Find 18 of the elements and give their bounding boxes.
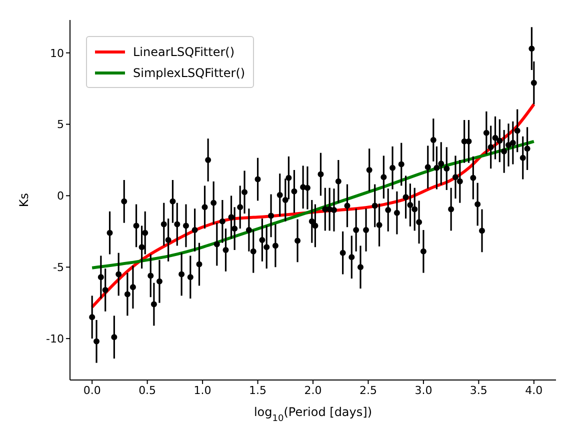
x-axis-title: log$_{10}$(Period [days]) bbox=[254, 405, 372, 424]
y-tick-label: 5 bbox=[57, 118, 64, 132]
x-tick-label: 1.5 bbox=[249, 384, 267, 397]
x-tick-label: 0.0 bbox=[83, 384, 101, 397]
y-axis-title: Ks bbox=[17, 192, 31, 208]
x-tick-label: 3.5 bbox=[470, 384, 488, 397]
x-tick-label: 2.5 bbox=[359, 384, 377, 397]
y-tick-label: 0 bbox=[57, 190, 64, 203]
x-tick-label: 0.5 bbox=[138, 384, 156, 397]
x-tick-label: 2.0 bbox=[304, 384, 322, 397]
y-tick-label: 10 bbox=[50, 46, 64, 60]
y-tick-label: -10 bbox=[46, 332, 64, 346]
legend-label: LinearLSQFitter() bbox=[133, 44, 234, 58]
x-tick-label: 4.0 bbox=[525, 384, 543, 397]
legend-label: SimplexLSQFitter() bbox=[133, 66, 246, 80]
y-tick-label: -5 bbox=[53, 261, 64, 274]
x-tick-label: 1.0 bbox=[194, 384, 212, 397]
x-tick-label: 3.0 bbox=[414, 384, 432, 397]
